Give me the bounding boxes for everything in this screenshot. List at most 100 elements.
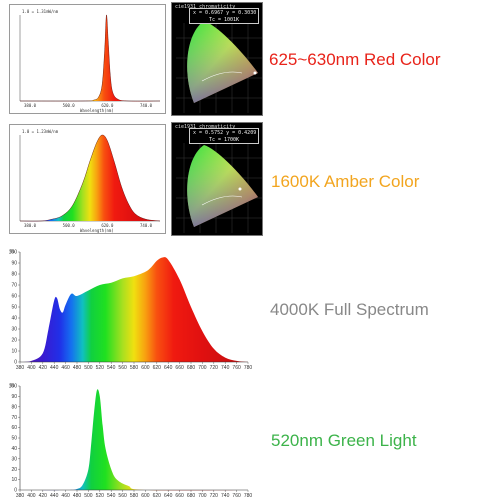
- spectrum-line: [19, 14, 161, 102]
- full-spectrum-chart: % 0 10 20 30 40 50 60 70 80 90 100 380 400 420 440 460 48…: [9, 249, 253, 371]
- y-tick-label: 10: [11, 349, 17, 355]
- y-tick-label: 80: [11, 404, 17, 410]
- y-tick-label: 80: [11, 272, 17, 278]
- y-tick-label: 100: [9, 384, 18, 390]
- y-tick-label: 30: [11, 327, 17, 333]
- x-tick-label: 600: [141, 365, 150, 371]
- x-tick-label: 620: [153, 365, 162, 371]
- y-tick-label: 40: [11, 446, 17, 452]
- x-tick-label: 560: [118, 365, 127, 371]
- x-tick-label: 740: [221, 365, 230, 371]
- cie-cct-readout: Tc = 1700K: [208, 137, 240, 143]
- x-tick-label: 440: [50, 493, 59, 499]
- cie-cct-readout: Tc = 1001K: [208, 17, 240, 23]
- y-tick-label: 0: [14, 488, 17, 494]
- x-tick-label: 580: [130, 365, 139, 371]
- amber-spectrum-chart: 1.0 = 1.23mW/nm 380.0 500.0 620.0 740.0 Wavel…: [19, 129, 161, 233]
- x-axis-label: Wavelength(nm): [80, 228, 114, 233]
- y-tick-label: 90: [11, 394, 17, 400]
- cie-diagram: [176, 21, 262, 113]
- y-axis-unit: %: [10, 383, 15, 389]
- x-tick-label: 500: [84, 365, 93, 371]
- cie-diagram: [176, 143, 262, 233]
- green-caption: 520nm Green Light: [271, 431, 417, 450]
- cie-readout-box: x = 0.5752 y = 0.4209 Tc = 1700K: [189, 128, 259, 144]
- y-tick-label: 20: [11, 338, 17, 344]
- x-tick-label: 380: [16, 365, 25, 371]
- amber-spectrum-panel: 1.0 = 1.23mW/nm 380.0 500.0 620.0 740.0 Wavel…: [9, 124, 166, 234]
- green-spectrum-chart: % 0 10 20 30 40 50 60 70 80 90 100 380 400 420 440 460 48…: [9, 383, 253, 499]
- spectrum-line: [19, 134, 161, 222]
- tick-label: 620.0: [101, 223, 114, 228]
- x-tick-label: 400: [27, 365, 36, 371]
- y-tick-label: 100: [9, 250, 18, 256]
- red-spectrum-panel: 1.0 = 1.31mW/nm 380.0 500.0 620.0 740.0 Wavel…: [9, 4, 166, 114]
- x-tick-label: 740: [221, 493, 230, 499]
- y-tick-label: 0: [14, 360, 17, 366]
- tick-label: 620.0: [101, 103, 114, 108]
- x-tick-label: 780: [244, 493, 252, 499]
- y-tick-label: 10: [11, 477, 17, 483]
- y-tick-label: 20: [11, 467, 17, 473]
- y-tick-label: 70: [11, 415, 17, 421]
- spectrum-area: [20, 257, 248, 362]
- green-spectrum-panel: % 0 10 20 30 40 50 60 70 80 90 100 380 400 420 440 460 48…: [8, 378, 252, 500]
- x-tick-label: 720: [210, 365, 219, 371]
- x-tick-label: 680: [187, 493, 196, 499]
- red-spectrum-chart: 1.0 = 1.31mW/nm 380.0 500.0 620.0 740.0 Wavel…: [19, 9, 161, 113]
- y-tick-label: 50: [11, 436, 17, 442]
- cie-xy-readout: x = 0.5752 y = 0.4209: [193, 130, 257, 136]
- x-tick-label: 720: [210, 493, 219, 499]
- x-tick-label: 700: [198, 493, 207, 499]
- x-tick-label: 600: [141, 493, 150, 499]
- y-tick-label: 40: [11, 316, 17, 322]
- cie-title: cie1931 chromaticity: [175, 4, 236, 10]
- peak-label: 1.0 = 1.23mW/nm: [22, 129, 59, 134]
- x-tick-label: 700: [198, 365, 207, 371]
- y-tick-label: 30: [11, 456, 17, 462]
- amber-cie-panel: cie1931 chromaticity x = 0.5752 y = 0.42…: [171, 122, 263, 236]
- amber-caption: 1600K Amber Color: [271, 172, 420, 191]
- x-tick-label: 460: [61, 365, 70, 371]
- x-tick-label: 760: [232, 493, 241, 499]
- cie-readout-box: x = 0.6967 y = 0.3030 Tc = 1001K: [189, 8, 259, 24]
- tick-label: 740.0: [140, 103, 153, 108]
- tick-label: 500.0: [63, 223, 76, 228]
- spectrum-area: [20, 14, 160, 102]
- red-caption: 625~630nm Red Color: [269, 50, 441, 69]
- cie-title: cie1931 chromaticity: [175, 124, 236, 130]
- tick-label: 500.0: [63, 103, 76, 108]
- x-tick-label: 640: [164, 365, 173, 371]
- x-tick-label: 540: [107, 365, 116, 371]
- spectrum-area: [20, 134, 160, 222]
- y-tick-label: 70: [11, 283, 17, 289]
- x-tick-label: 460: [61, 493, 70, 499]
- x-tick-label: 560: [118, 493, 127, 499]
- cie-xy-readout: x = 0.6967 y = 0.3030: [193, 10, 257, 16]
- x-tick-label: 380: [16, 493, 25, 499]
- red-cie-panel: cie1931 chromaticity x = 0.6967 y = 0.30…: [171, 2, 263, 116]
- y-tick-label: 50: [11, 305, 17, 311]
- x-tick-label: 520: [96, 365, 105, 371]
- x-tick-label: 420: [39, 365, 48, 371]
- x-tick-label: 440: [50, 365, 59, 371]
- y-axis-unit: %: [10, 249, 15, 255]
- x-tick-label: 400: [27, 493, 36, 499]
- x-tick-label: 760: [232, 365, 241, 371]
- x-tick-label: 480: [73, 365, 82, 371]
- y-tick-label: 60: [11, 294, 17, 300]
- y-tick-label: 60: [11, 425, 17, 431]
- x-tick-label: 780: [244, 365, 252, 371]
- x-tick-label: 420: [39, 493, 48, 499]
- peak-label: 1.0 = 1.31mW/nm: [22, 9, 59, 14]
- tick-label: 740.0: [140, 223, 153, 228]
- x-tick-label: 520: [96, 493, 105, 499]
- x-tick-label: 580: [130, 493, 139, 499]
- x-tick-label: 620: [153, 493, 162, 499]
- x-tick-label: 540: [107, 493, 116, 499]
- x-tick-label: 500: [84, 493, 93, 499]
- x-tick-label: 680: [187, 365, 196, 371]
- tick-label: 380.0: [24, 223, 37, 228]
- y-tick-label: 90: [11, 261, 17, 267]
- full-spectrum-panel: % 0 10 20 30 40 50 60 70 80 90 100 380 400 420 440 460 48…: [8, 244, 252, 372]
